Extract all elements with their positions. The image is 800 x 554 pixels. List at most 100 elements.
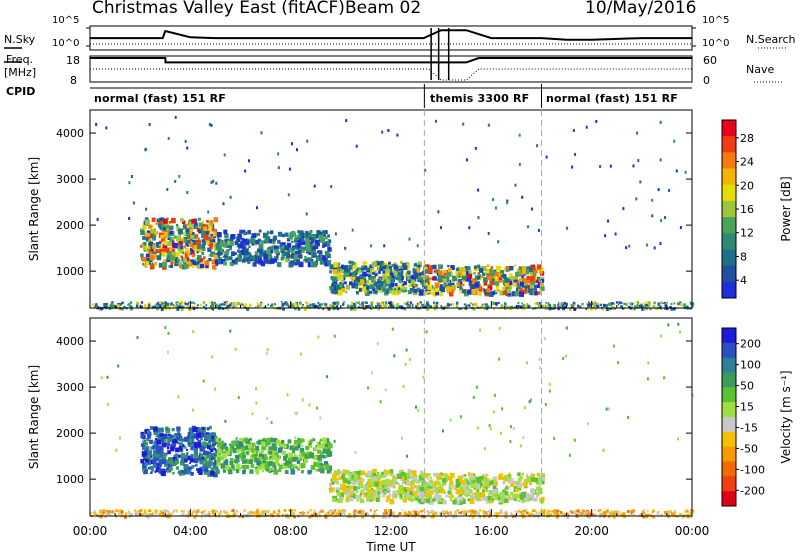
velocity-echo-pixel bbox=[235, 467, 239, 471]
velocity-echo-pixel bbox=[483, 473, 486, 477]
power-echo-pixel bbox=[201, 239, 206, 244]
power-echo-pixel bbox=[326, 242, 330, 246]
velocity-echo-pixel bbox=[169, 460, 174, 465]
power-echo-pixel bbox=[269, 239, 273, 243]
power-echo-pixel bbox=[532, 265, 535, 269]
power-sparse-echo bbox=[659, 242, 662, 245]
velocity-echo-pixel bbox=[238, 447, 242, 452]
velocity-echo-pixel bbox=[669, 510, 672, 514]
power-echo-pixel bbox=[312, 234, 317, 240]
velocity-echo-pixel bbox=[163, 435, 168, 440]
velocity-echo-pixel bbox=[149, 426, 154, 430]
power-echo-pixel bbox=[210, 253, 214, 258]
velocity-echo-pixel bbox=[165, 428, 171, 434]
power-echo-pixel bbox=[294, 307, 297, 311]
power-echo-pixel bbox=[155, 249, 159, 253]
velocity-echo-pixel bbox=[190, 453, 194, 458]
velocity-echo-pixel bbox=[263, 446, 267, 451]
velocity-echo-pixel bbox=[277, 509, 281, 513]
velocity-echo-pixel bbox=[297, 437, 300, 441]
power-echo-pixel bbox=[505, 279, 511, 285]
power-echo-pixel bbox=[260, 261, 266, 267]
velocity-echo-pixel bbox=[599, 513, 603, 517]
velocity-echo-pixel bbox=[685, 509, 689, 513]
velocity-echo-pixel bbox=[546, 512, 548, 515]
velocity-echo-pixel bbox=[372, 489, 375, 492]
power-echo-pixel bbox=[154, 262, 158, 266]
power-echo-pixel bbox=[211, 304, 214, 307]
power-echo-pixel bbox=[456, 267, 459, 271]
velocity-echo-pixel bbox=[353, 471, 358, 476]
power-echo-pixel bbox=[238, 253, 243, 258]
velocity-echo-pixel bbox=[411, 479, 415, 485]
power-echo-pixel bbox=[119, 303, 122, 306]
power-echo-pixel bbox=[670, 302, 673, 305]
velocity-echo-pixel bbox=[151, 513, 154, 516]
power-colorbar-segment bbox=[722, 281, 736, 299]
velocity-echo-pixel bbox=[154, 470, 157, 473]
power-echo-pixel bbox=[362, 271, 367, 277]
velocity-echo-pixel bbox=[337, 511, 341, 514]
power-echo-pixel bbox=[361, 304, 365, 308]
power-echo-pixel bbox=[160, 301, 164, 305]
velocity-sparse-echo bbox=[449, 418, 452, 422]
nsearch-tick-top: 10^5 bbox=[702, 15, 730, 26]
velocity-echo-pixel bbox=[204, 451, 209, 456]
power-echo-pixel bbox=[142, 256, 147, 262]
power-echo-pixel bbox=[372, 290, 376, 294]
velocity-echo-pixel bbox=[165, 468, 168, 472]
power-sparse-echo bbox=[186, 146, 189, 150]
velocity-echo-pixel bbox=[292, 464, 297, 469]
velocity-echo-pixel bbox=[398, 512, 402, 515]
power-echo-pixel bbox=[433, 307, 437, 311]
power-echo-pixel bbox=[657, 302, 660, 306]
power-sparse-echo bbox=[416, 244, 419, 248]
power-echo-pixel bbox=[248, 251, 251, 255]
power-echo-pixel bbox=[359, 303, 361, 306]
velocity-echo-pixel bbox=[452, 500, 457, 505]
power-echo-pixel bbox=[318, 234, 324, 240]
velocity-echo-pixel bbox=[494, 495, 499, 501]
velocity-echo-pixel bbox=[447, 490, 451, 494]
velocity-echo-pixel bbox=[533, 509, 536, 512]
power-colorbar-segment bbox=[722, 217, 736, 234]
velocity-echo-pixel bbox=[96, 514, 99, 517]
power-echo-pixel bbox=[183, 258, 188, 263]
velocity-echo-pixel bbox=[264, 510, 267, 514]
velocity-sparse-echo bbox=[214, 387, 217, 391]
power-echo-pixel bbox=[153, 305, 157, 308]
velocity-echo-pixel bbox=[547, 510, 550, 513]
velocity-echo-pixel bbox=[243, 459, 248, 464]
velocity-echo-pixel bbox=[232, 447, 238, 454]
power-echo-pixel bbox=[512, 282, 516, 287]
velocity-echo-pixel bbox=[143, 455, 148, 461]
velocity-echo-pixel bbox=[193, 515, 197, 520]
power-echo-pixel bbox=[296, 305, 299, 308]
velocity-echo-pixel bbox=[403, 511, 406, 515]
velocity-echo-pixel bbox=[438, 485, 442, 490]
velocity-sparse-echo bbox=[384, 388, 387, 392]
power-sparse-echo bbox=[487, 123, 490, 127]
velocity-echo-pixel bbox=[584, 514, 587, 517]
velocity-echo-pixel bbox=[485, 489, 489, 493]
velocity-echo-pixel bbox=[425, 497, 431, 503]
velocity-echo-pixel bbox=[234, 454, 240, 460]
power-echo-pixel bbox=[197, 244, 202, 249]
power-echo-pixel bbox=[158, 243, 161, 247]
power-echo-pixel bbox=[189, 238, 193, 241]
power-echo-pixel bbox=[535, 302, 538, 305]
velocity-echo-pixel bbox=[201, 465, 207, 471]
velocity-echo-pixel bbox=[355, 496, 359, 500]
power-echo-pixel bbox=[390, 304, 393, 307]
velocity-echo-pixel bbox=[162, 453, 167, 458]
power-echo-pixel bbox=[226, 305, 229, 308]
power-echo-pixel bbox=[230, 302, 233, 305]
power-echo-pixel bbox=[401, 289, 405, 293]
power-sparse-echo bbox=[296, 148, 298, 152]
velocity-echo-pixel bbox=[121, 510, 124, 513]
power-echo-pixel bbox=[458, 307, 461, 311]
power-echo-pixel bbox=[211, 227, 215, 232]
power-echo-pixel bbox=[314, 244, 318, 248]
power-echo-pixel bbox=[361, 276, 365, 280]
power-echo-pixel bbox=[588, 301, 590, 304]
